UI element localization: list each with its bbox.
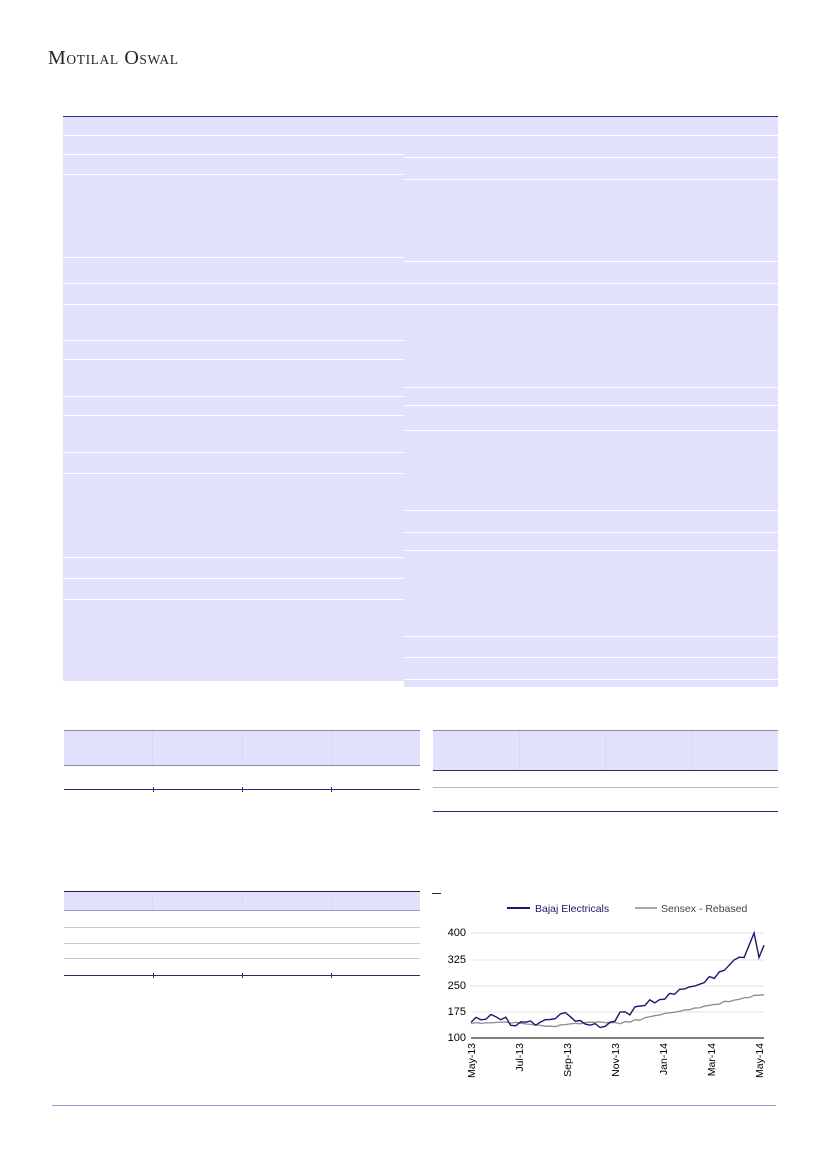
svg-text:May-13: May-13: [466, 1043, 478, 1078]
svg-text:100: 100: [448, 1032, 466, 1044]
svg-text:400: 400: [448, 927, 466, 939]
svg-text:175: 175: [448, 1006, 466, 1018]
svg-text:Mar-14: Mar-14: [706, 1043, 718, 1076]
svg-text:Sep-13: Sep-13: [562, 1043, 574, 1077]
svg-text:Sensex - Rebased: Sensex - Rebased: [661, 903, 748, 915]
svg-text:250: 250: [448, 980, 466, 992]
svg-text:Jul-13: Jul-13: [514, 1043, 526, 1072]
svg-text:May-14: May-14: [754, 1043, 766, 1078]
svg-text:325: 325: [448, 954, 466, 966]
svg-text:Jan-14: Jan-14: [658, 1043, 670, 1075]
svg-text:Bajaj Electricals: Bajaj Electricals: [535, 903, 609, 915]
svg-text:Nov-13: Nov-13: [610, 1043, 622, 1077]
